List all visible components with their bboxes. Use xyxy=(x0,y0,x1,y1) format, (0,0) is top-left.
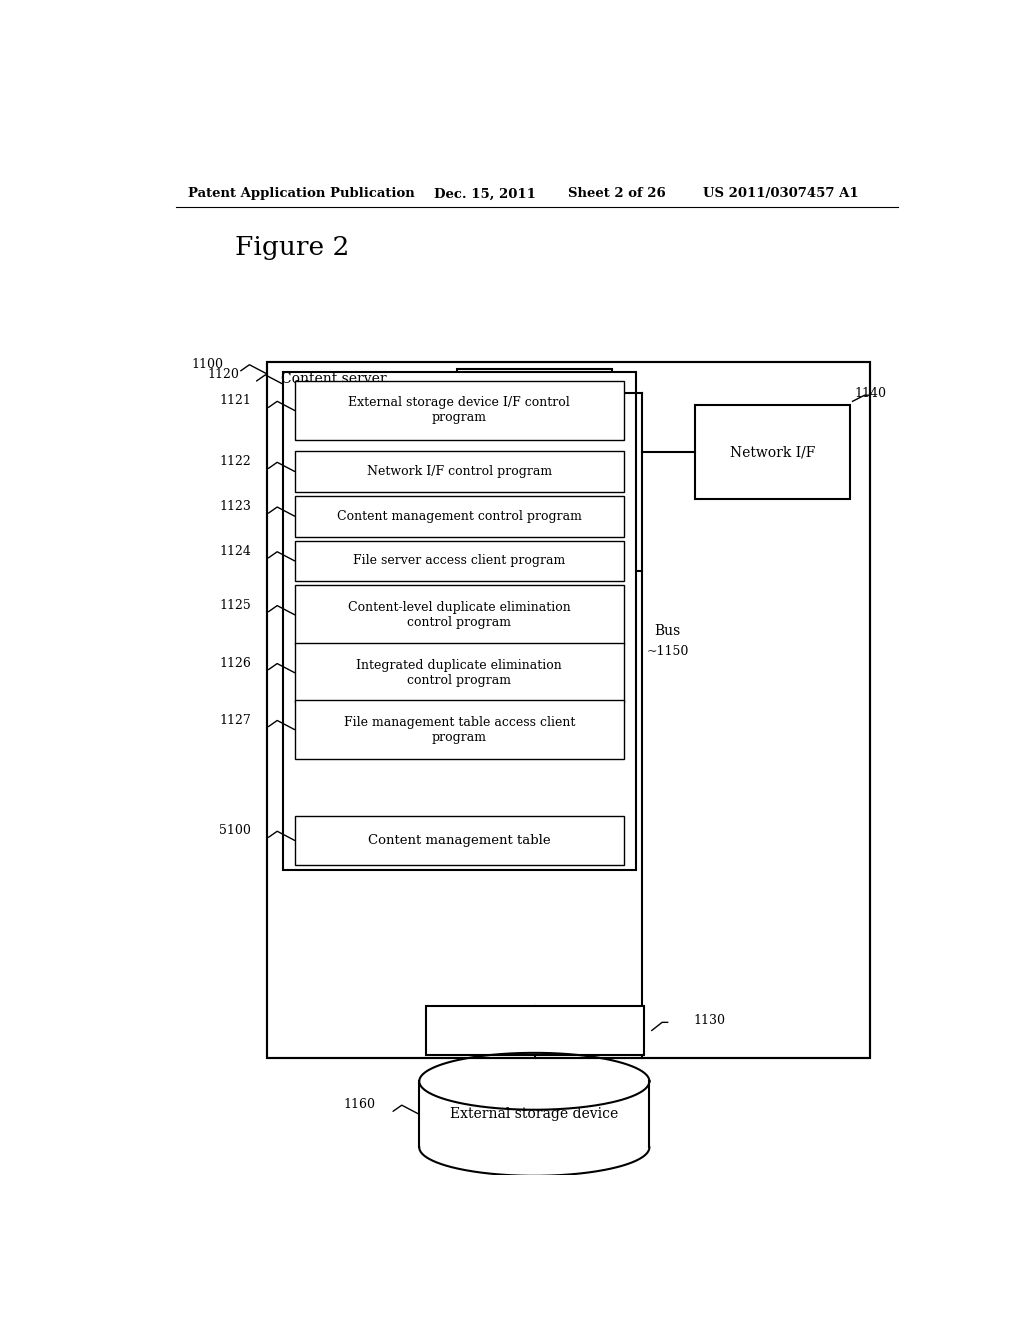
Bar xyxy=(295,700,624,759)
Text: File server access client program: File server access client program xyxy=(353,554,565,568)
Text: Dec. 15, 2011: Dec. 15, 2011 xyxy=(433,187,536,201)
Text: 1121: 1121 xyxy=(219,395,251,408)
Text: 1130: 1130 xyxy=(694,1015,726,1027)
Text: 1126: 1126 xyxy=(219,656,251,669)
Text: File management table access client
program: File management table access client prog… xyxy=(344,715,575,743)
Text: Figure 2: Figure 2 xyxy=(236,235,349,260)
Text: 1160: 1160 xyxy=(344,1098,376,1111)
Text: 1140: 1140 xyxy=(854,387,886,400)
Text: 1100: 1100 xyxy=(191,358,223,371)
Text: 1124: 1124 xyxy=(219,545,251,558)
Bar xyxy=(267,362,870,1057)
Text: Content server: Content server xyxy=(282,372,387,385)
Polygon shape xyxy=(419,1081,649,1147)
Text: US 2011/0307457 A1: US 2011/0307457 A1 xyxy=(703,187,859,201)
Bar xyxy=(426,1006,644,1055)
Bar xyxy=(295,381,624,440)
Text: 1125: 1125 xyxy=(219,599,251,611)
Text: 5100: 5100 xyxy=(219,825,251,837)
Bar xyxy=(283,372,636,870)
Text: 1123: 1123 xyxy=(219,500,251,513)
Bar xyxy=(295,496,624,536)
Text: 1120: 1120 xyxy=(207,368,240,381)
Text: Content-level duplicate elimination
control program: Content-level duplicate elimination cont… xyxy=(348,601,570,628)
Text: Patent Application Publication: Patent Application Publication xyxy=(187,187,415,201)
Text: 1127: 1127 xyxy=(219,714,251,726)
Bar xyxy=(295,643,624,702)
Text: 1110: 1110 xyxy=(389,413,422,426)
Text: Processor: Processor xyxy=(500,387,569,400)
Text: External storage device I/F control
program: External storage device I/F control prog… xyxy=(348,396,570,425)
Text: 1122: 1122 xyxy=(219,455,251,469)
Text: Network I/F control program: Network I/F control program xyxy=(367,465,552,478)
Bar xyxy=(458,368,612,417)
Bar xyxy=(295,541,624,581)
Bar xyxy=(295,816,624,865)
Text: Bus: Bus xyxy=(654,624,680,638)
Bar xyxy=(267,362,870,1057)
Text: External storage device I/F: External storage device I/F xyxy=(443,1024,626,1038)
Text: Integrated duplicate elimination
control program: Integrated duplicate elimination control… xyxy=(356,659,562,686)
Text: ~1150: ~1150 xyxy=(646,645,688,657)
Bar xyxy=(295,451,624,492)
Text: Content management table: Content management table xyxy=(368,834,551,847)
Text: External storage device: External storage device xyxy=(451,1107,618,1121)
Bar xyxy=(695,405,850,499)
Bar xyxy=(295,585,624,644)
Text: Memory: Memory xyxy=(295,380,353,393)
Text: Network I/F: Network I/F xyxy=(730,445,815,459)
Text: Sheet 2 of 26: Sheet 2 of 26 xyxy=(568,187,667,201)
Text: Content management control program: Content management control program xyxy=(337,510,582,523)
